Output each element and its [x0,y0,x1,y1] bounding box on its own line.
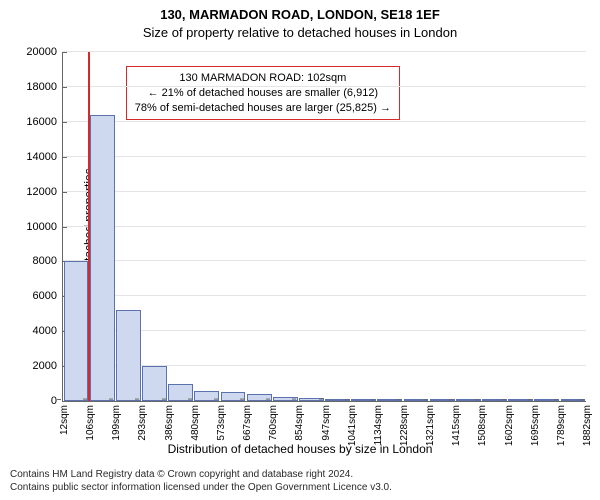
gridline [63,260,586,261]
plot-region: 130 MARMADON ROAD: 102sqm ← 21% of detac… [62,52,586,402]
title-line2: Size of property relative to detached ho… [0,24,600,42]
chart-area: Number of detached properties 130 MARMAD… [0,44,600,458]
footer-attribution: Contains HM Land Registry data © Crown c… [10,468,392,494]
gridline [63,86,586,87]
x-tick: 1508sqm [477,401,488,446]
x-axis-label: Distribution of detached houses by size … [0,442,600,456]
y-tick: 2000 [33,360,63,372]
x-tick: 573sqm [216,401,227,441]
bar [142,366,167,401]
y-tick: 18000 [26,81,63,93]
gridline [63,156,586,157]
x-tick: 1789sqm [556,401,567,446]
y-tick: 16000 [26,116,63,128]
x-tick: 199sqm [111,401,122,441]
x-tick: 12sqm [59,401,70,435]
x-tick: 667sqm [242,401,253,441]
y-tick: 8000 [33,255,63,267]
bar [116,310,141,401]
footer-line1: Contains HM Land Registry data © Crown c… [10,468,392,481]
y-tick: 4000 [33,325,63,337]
x-tick: 386sqm [164,401,175,441]
x-tick: 1882sqm [582,401,593,446]
y-tick: 6000 [33,290,63,302]
y-tick: 12000 [26,186,63,198]
x-tick: 1602sqm [504,401,515,446]
x-tick: 480sqm [190,401,201,441]
x-tick: 1041sqm [347,401,358,446]
callout-box: 130 MARMADON ROAD: 102sqm ← 21% of detac… [126,66,400,121]
y-tick: 20000 [26,46,63,58]
x-tick: 1228sqm [399,401,410,446]
callout-line1: 130 MARMADON ROAD: 102sqm [135,71,391,86]
bar [90,115,115,401]
x-tick: 947sqm [321,401,332,441]
gridline [63,51,586,52]
gridline [63,226,586,227]
x-tick: 293sqm [137,401,148,441]
x-tick: 1321sqm [425,401,436,446]
gridline [63,121,586,122]
marker-line [88,52,90,401]
title-line1: 130, MARMADON ROAD, LONDON, SE18 1EF [0,6,600,24]
x-tick: 1415sqm [451,401,462,446]
callout-line2: ← 21% of detached houses are smaller (6,… [135,86,391,101]
x-tick: 1695sqm [530,401,541,446]
y-tick: 14000 [26,151,63,163]
footer-line2: Contains public sector information licen… [10,481,392,494]
gridline [63,330,586,331]
x-tick: 760sqm [268,401,279,441]
x-tick: 106sqm [85,401,96,441]
x-tick: 854sqm [294,401,305,441]
title-block: 130, MARMADON ROAD, LONDON, SE18 1EF Siz… [0,0,600,42]
bar [64,261,89,401]
gridline [63,191,586,192]
x-tick: 1134sqm [373,401,384,445]
y-tick: 10000 [26,221,63,233]
gridline [63,295,586,296]
callout-line3: 78% of semi-detached houses are larger (… [135,101,391,116]
